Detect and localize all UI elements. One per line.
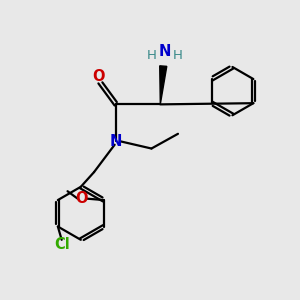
Text: H: H [146,49,156,62]
Text: N: N [110,134,122,149]
Text: O: O [92,70,105,85]
Text: H: H [173,49,183,62]
Text: N: N [158,44,171,59]
Text: O: O [75,191,88,206]
Text: Cl: Cl [54,237,70,252]
Polygon shape [160,66,167,104]
